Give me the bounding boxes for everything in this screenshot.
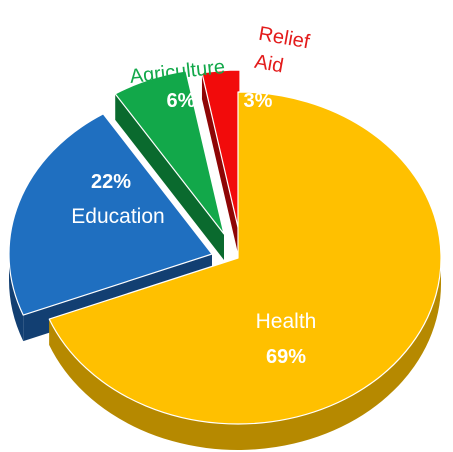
slice-value-relief-aid: 3% [244, 90, 273, 112]
slice-value-agriculture: 6% [167, 90, 196, 112]
slice-side-education [9, 254, 24, 342]
slice-label-health: Health [256, 310, 317, 333]
slice-label-education: Education [71, 205, 164, 228]
outer-label-relief-line1: Relief [257, 23, 312, 54]
slice-relief-aid [201, 69, 241, 237]
pie-top-layer [8, 69, 442, 425]
slice-agriculture [114, 70, 225, 235]
slice-value-health: 69% [266, 346, 306, 368]
slice-health [48, 91, 442, 425]
slice-cut-agriculture [115, 93, 224, 260]
slice-education [8, 113, 213, 316]
slice-side-health [49, 258, 442, 451]
outer-label-relief-line2: Aid [253, 51, 285, 78]
slice-cut-relief-aid [201, 72, 240, 263]
slice-value-education: 22% [91, 171, 131, 193]
